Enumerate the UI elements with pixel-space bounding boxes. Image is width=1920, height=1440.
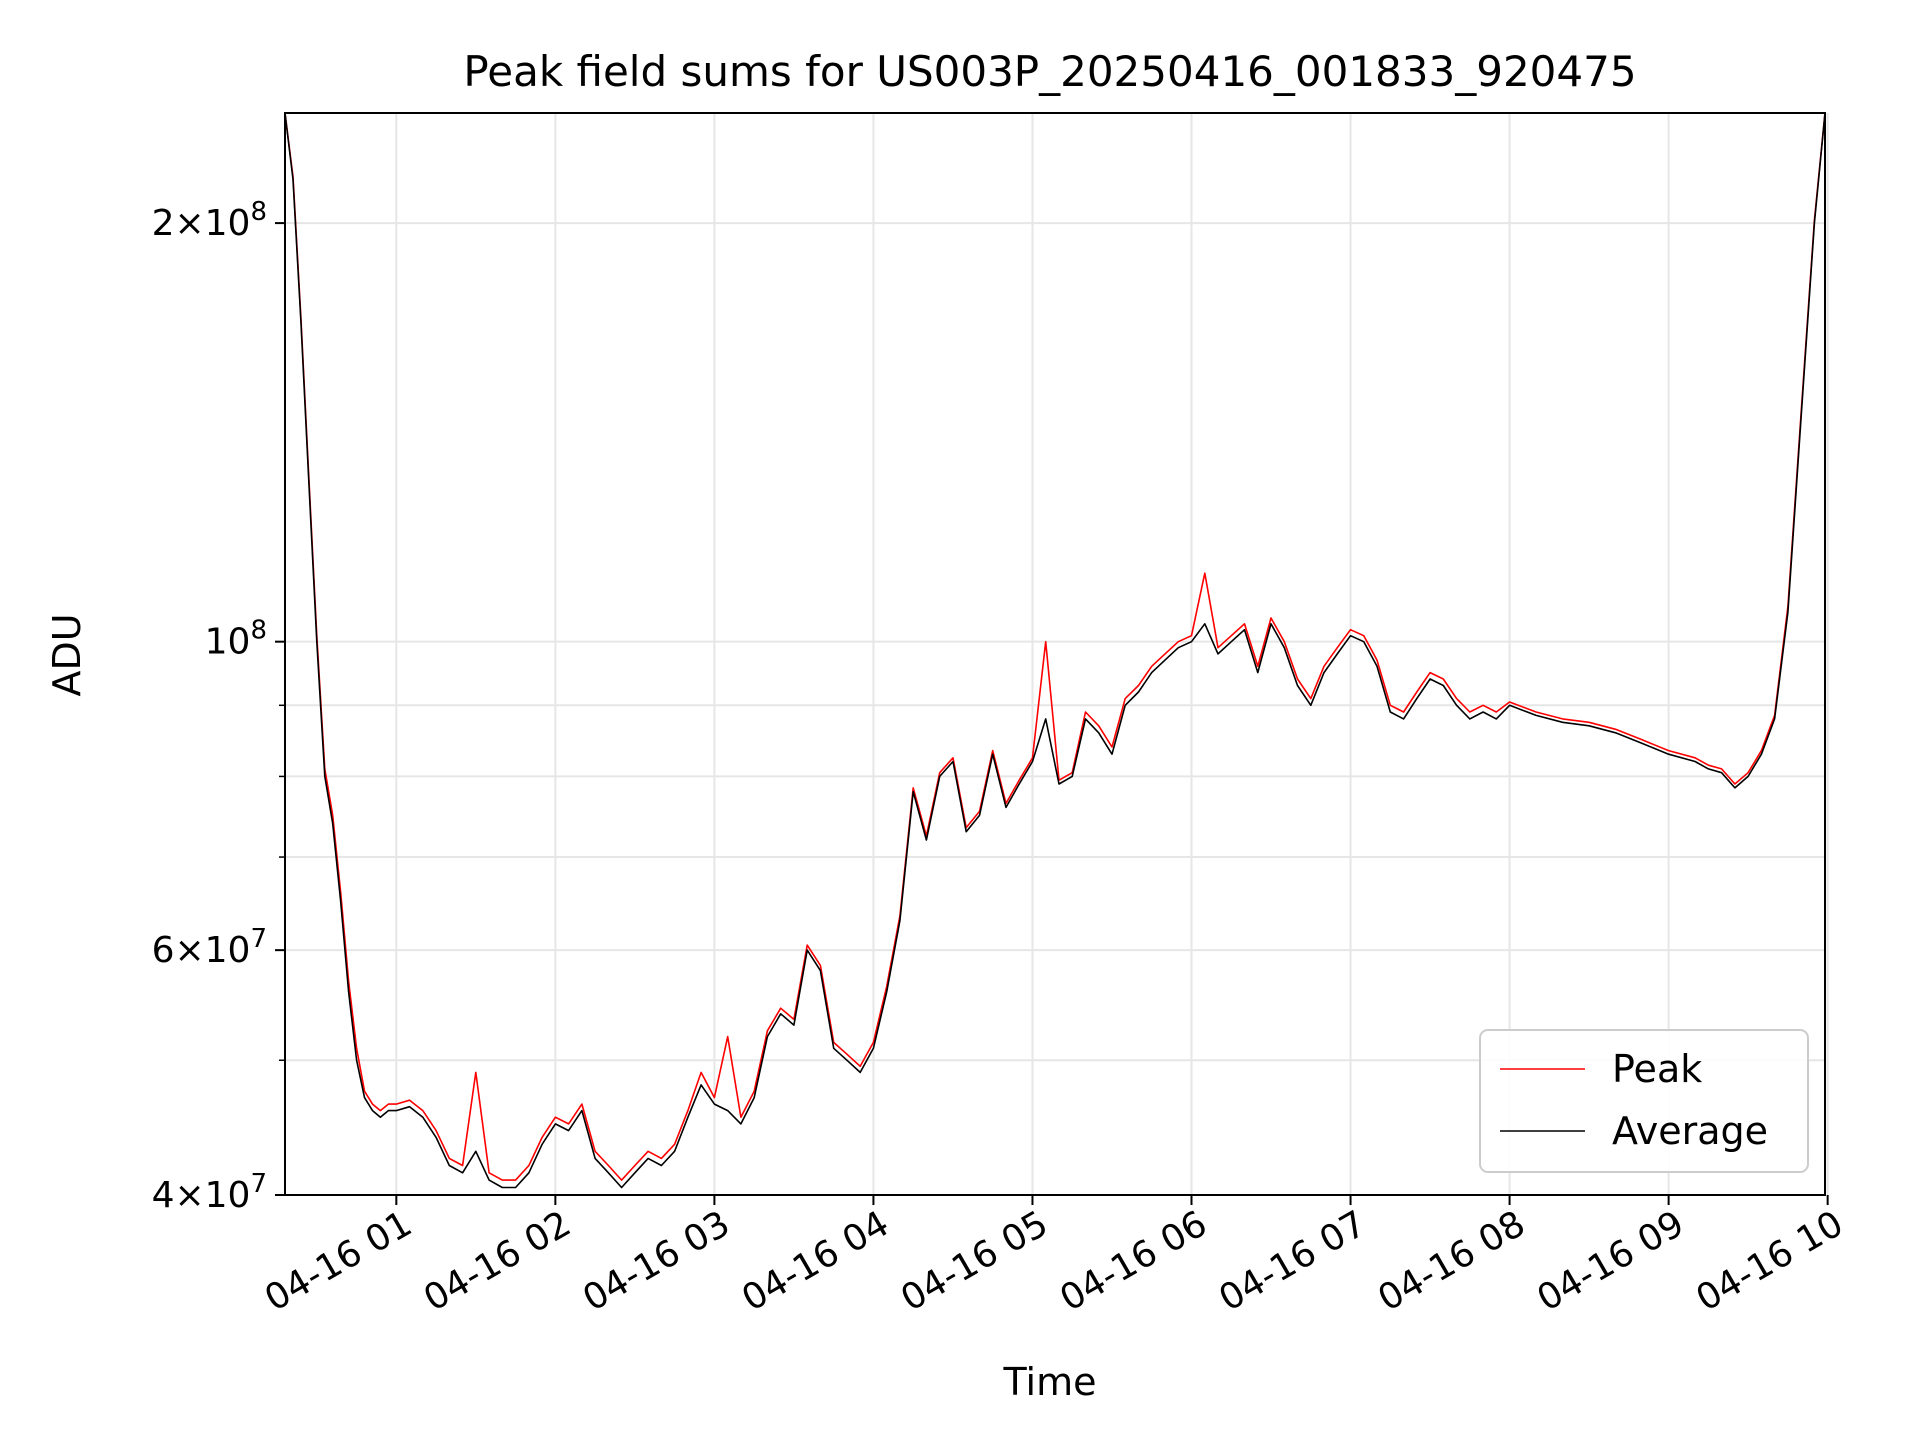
- legend-label-peak: Peak: [1612, 1047, 1702, 1091]
- series-line-peak: [284, 112, 1826, 1181]
- y-tick-label: 4×107: [152, 1169, 267, 1216]
- series-line-average: [284, 112, 1826, 1189]
- legend: Peak Average: [1479, 1029, 1809, 1173]
- x-axis-label: Time: [1003, 1360, 1097, 1404]
- legend-frame: [1479, 1029, 1809, 1173]
- y-tick-label: 2×108: [152, 197, 267, 244]
- y-tick-label: 108: [205, 616, 267, 663]
- plot-area-frame: [284, 112, 1826, 1196]
- y-axis-label: ADU: [45, 613, 89, 696]
- legend-label-average: Average: [1612, 1109, 1768, 1153]
- series-layer: [284, 112, 1826, 1189]
- y-tick-label: 6×107: [152, 924, 267, 971]
- chart-title: Peak field sums for US003P_20250416_0018…: [463, 47, 1636, 96]
- grid: [285, 113, 1829, 1196]
